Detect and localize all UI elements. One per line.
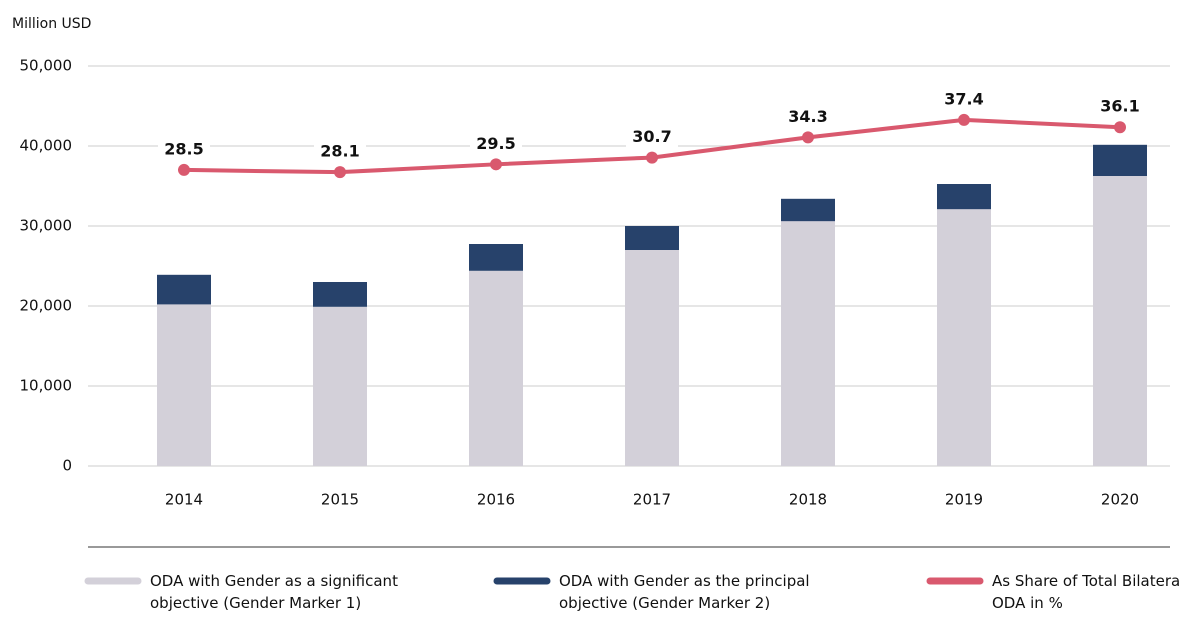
data-label: 28.1 (320, 142, 359, 161)
line-point (958, 113, 970, 126)
line-point (802, 131, 814, 144)
y-axis-label: Million USD (12, 16, 91, 32)
data-label: 34.3 (788, 107, 827, 126)
bar (781, 198, 835, 222)
data-label: 36.1 (1100, 97, 1139, 116)
data-label-bg (782, 106, 834, 129)
y-tick-label: 0 (62, 457, 72, 475)
bar (469, 244, 523, 271)
bar (937, 184, 991, 210)
bar (469, 270, 523, 466)
data-label: 29.5 (476, 134, 515, 153)
line-point (334, 166, 346, 179)
bar (781, 221, 835, 466)
x-tick-label: 2016 (477, 491, 515, 509)
y-tick-label: 50,000 (20, 57, 73, 75)
line-point (1114, 121, 1126, 134)
bar (1093, 176, 1147, 466)
legend-label: ODA with Gender as a significant objecti… (150, 572, 398, 612)
line-point (490, 158, 502, 171)
line-point (178, 163, 190, 176)
legend-label: As Share of Total Bilateral ODA in % (992, 572, 1181, 612)
y-tick-label: 30,000 (20, 217, 73, 235)
data-label: 37.4 (944, 89, 983, 108)
data-label-bg (158, 138, 210, 161)
x-tick-label: 2018 (789, 491, 827, 509)
bar (937, 209, 991, 466)
y-tick-label: 20,000 (20, 297, 73, 315)
bar (157, 274, 211, 305)
data-label: 28.5 (164, 139, 203, 158)
y-tick-label: 10,000 (20, 377, 73, 395)
bar (313, 306, 367, 466)
data-label-bg (1094, 96, 1146, 119)
data-label: 30.7 (632, 127, 671, 146)
x-tick-label: 2020 (1101, 491, 1139, 509)
x-tick-label: 2019 (945, 491, 983, 509)
data-label-bg (314, 141, 366, 164)
legend-label: ODA with Gender as the principal objecti… (559, 572, 810, 612)
bar (1093, 144, 1147, 176)
x-tick-label: 2014 (165, 491, 203, 509)
data-label-bg (470, 133, 522, 156)
data-label-bg (938, 88, 990, 111)
x-tick-label: 2015 (321, 491, 359, 509)
y-tick-label: 40,000 (20, 137, 73, 155)
bar (625, 226, 679, 250)
x-tick-label: 2017 (633, 491, 671, 509)
data-label-bg (626, 126, 678, 149)
bar (157, 304, 211, 466)
bar (313, 282, 367, 307)
bar (625, 250, 679, 466)
line-point (646, 151, 658, 164)
